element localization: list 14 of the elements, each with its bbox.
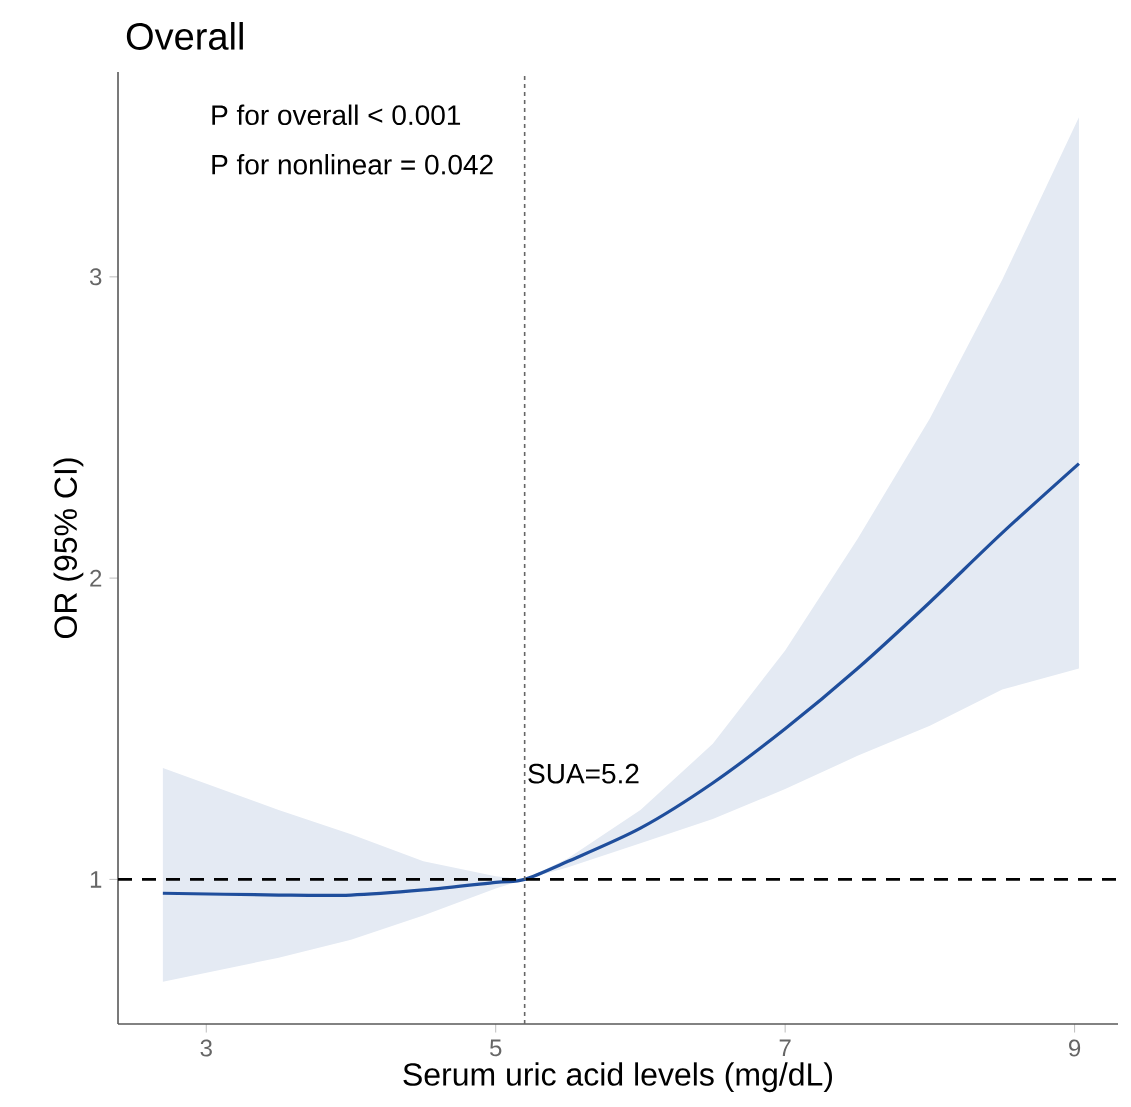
- y-tick-label: 3: [89, 268, 102, 286]
- chart-title: Overall: [126, 22, 243, 50]
- x-tick-label: 9: [1069, 1039, 1081, 1057]
- annotation: P for nonlinear = 0.042: [212, 154, 493, 175]
- x-tick-label: 7: [779, 1039, 791, 1057]
- x-tick-label: 5: [490, 1039, 502, 1057]
- x-axis-title: Serum uric acid levels (mg/dL): [403, 1062, 832, 1093]
- y-axis-title: OR (95% CI): [53, 458, 84, 639]
- x-tick-label: 3: [200, 1039, 212, 1057]
- annotation: P for overall < 0.001: [212, 104, 461, 126]
- y-tick-label: 1: [90, 871, 102, 888]
- y-tick-label: 2: [90, 569, 102, 587]
- ref-line-label: SUA=5.2: [528, 763, 639, 784]
- line-series: [161, 462, 1081, 898]
